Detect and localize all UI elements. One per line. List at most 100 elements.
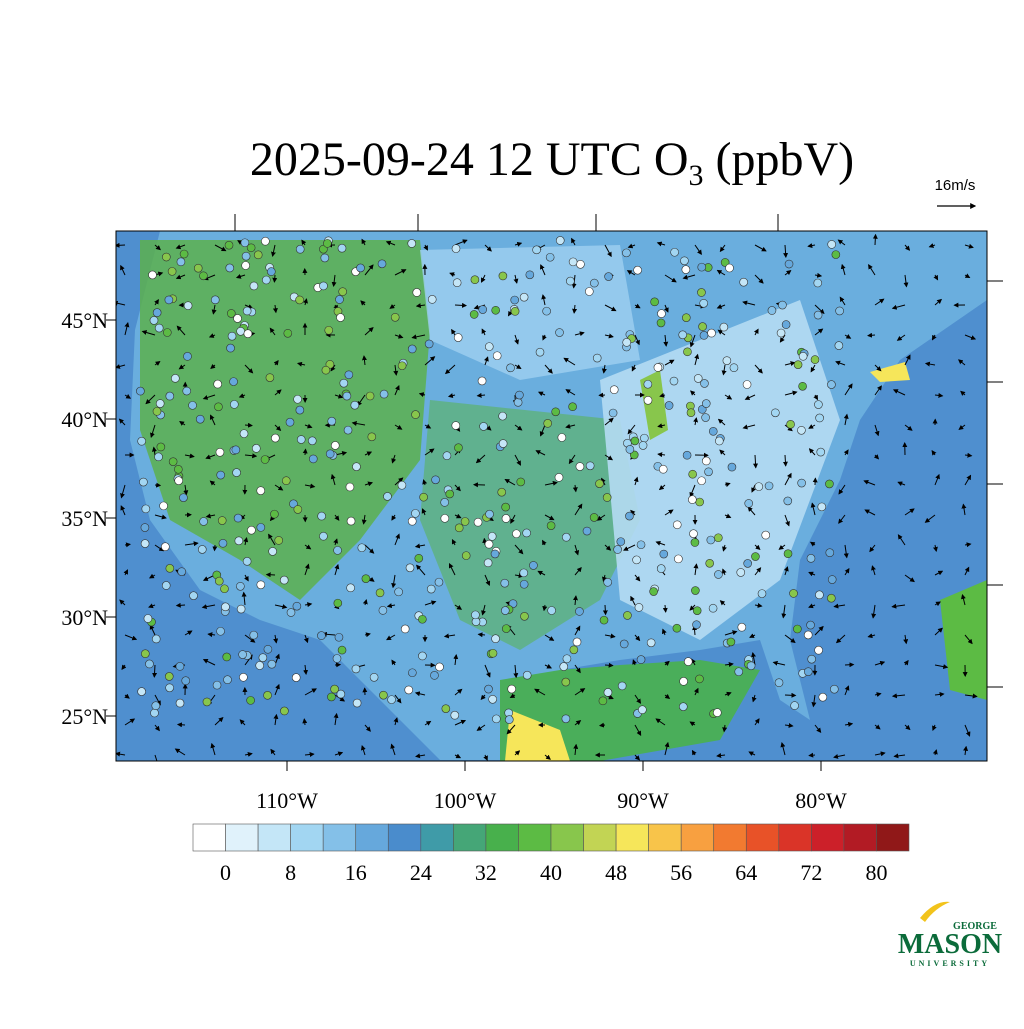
station [241, 239, 249, 247]
station [556, 329, 564, 337]
station [814, 311, 822, 319]
wind-arrow [274, 275, 275, 282]
station [610, 386, 618, 394]
station [328, 417, 336, 425]
station [216, 448, 224, 456]
station [708, 329, 716, 337]
station [727, 638, 735, 646]
colorbar-swatch [193, 824, 226, 851]
station [680, 677, 688, 685]
station [691, 538, 699, 546]
colorbar-label: 72 [800, 860, 822, 885]
station [156, 400, 164, 408]
station [217, 471, 225, 479]
station [644, 396, 652, 404]
station [388, 696, 396, 704]
station [395, 588, 403, 596]
station [635, 603, 643, 611]
station [511, 296, 519, 304]
station [604, 688, 612, 696]
colorbar-label: 64 [735, 860, 757, 885]
station [294, 505, 302, 513]
station [266, 374, 274, 382]
station [412, 411, 420, 419]
station [740, 278, 748, 286]
station [383, 492, 391, 500]
station [233, 469, 241, 477]
station [526, 271, 534, 279]
station [523, 529, 531, 537]
colorbar-swatch [616, 824, 649, 851]
station [583, 527, 591, 535]
station [828, 576, 836, 584]
station [799, 382, 807, 390]
station [543, 307, 551, 315]
station [401, 625, 409, 633]
station [768, 306, 776, 314]
station [474, 518, 482, 526]
colorbar-swatch [356, 824, 389, 851]
station [709, 427, 717, 435]
station [484, 559, 492, 567]
station [411, 509, 419, 517]
station [236, 582, 244, 590]
station [702, 414, 710, 422]
station [418, 615, 426, 623]
station [182, 677, 190, 685]
wind-arrow [479, 634, 485, 635]
station [623, 338, 631, 346]
station [441, 498, 449, 506]
station [723, 357, 731, 365]
station [520, 612, 528, 620]
station [293, 602, 301, 610]
station [250, 282, 258, 290]
station [673, 521, 681, 529]
station [784, 550, 792, 558]
station [194, 264, 202, 272]
lat-label: 45°N [61, 308, 108, 333]
station [512, 530, 520, 538]
station [454, 334, 462, 342]
station [696, 498, 704, 506]
station [785, 260, 793, 268]
wind-scale-label: 16m/s [935, 177, 976, 194]
station [227, 344, 235, 352]
station [452, 422, 460, 430]
station [715, 437, 723, 445]
station [267, 268, 275, 276]
station [691, 587, 699, 595]
station [499, 412, 507, 420]
station [762, 531, 770, 539]
station [333, 655, 341, 663]
station [198, 545, 206, 553]
station [323, 239, 331, 247]
station [683, 451, 691, 459]
station [623, 611, 631, 619]
station [161, 543, 169, 551]
station [261, 456, 269, 464]
station [334, 546, 342, 554]
station [502, 625, 510, 633]
colorbar-label: 40 [540, 860, 562, 885]
station [471, 611, 479, 619]
station [257, 581, 265, 589]
station [368, 433, 376, 441]
station [352, 463, 360, 471]
station [160, 502, 168, 510]
station [334, 599, 342, 607]
station [452, 245, 460, 253]
station [819, 693, 827, 701]
station [340, 379, 348, 387]
station [252, 444, 260, 452]
station [239, 651, 247, 659]
station [562, 533, 570, 541]
station [817, 448, 825, 456]
station [345, 371, 353, 379]
station [787, 420, 795, 428]
station [633, 556, 641, 564]
station [152, 635, 160, 643]
station [501, 607, 509, 615]
wind-arrow [177, 605, 185, 606]
station [214, 380, 222, 388]
station [799, 352, 807, 360]
